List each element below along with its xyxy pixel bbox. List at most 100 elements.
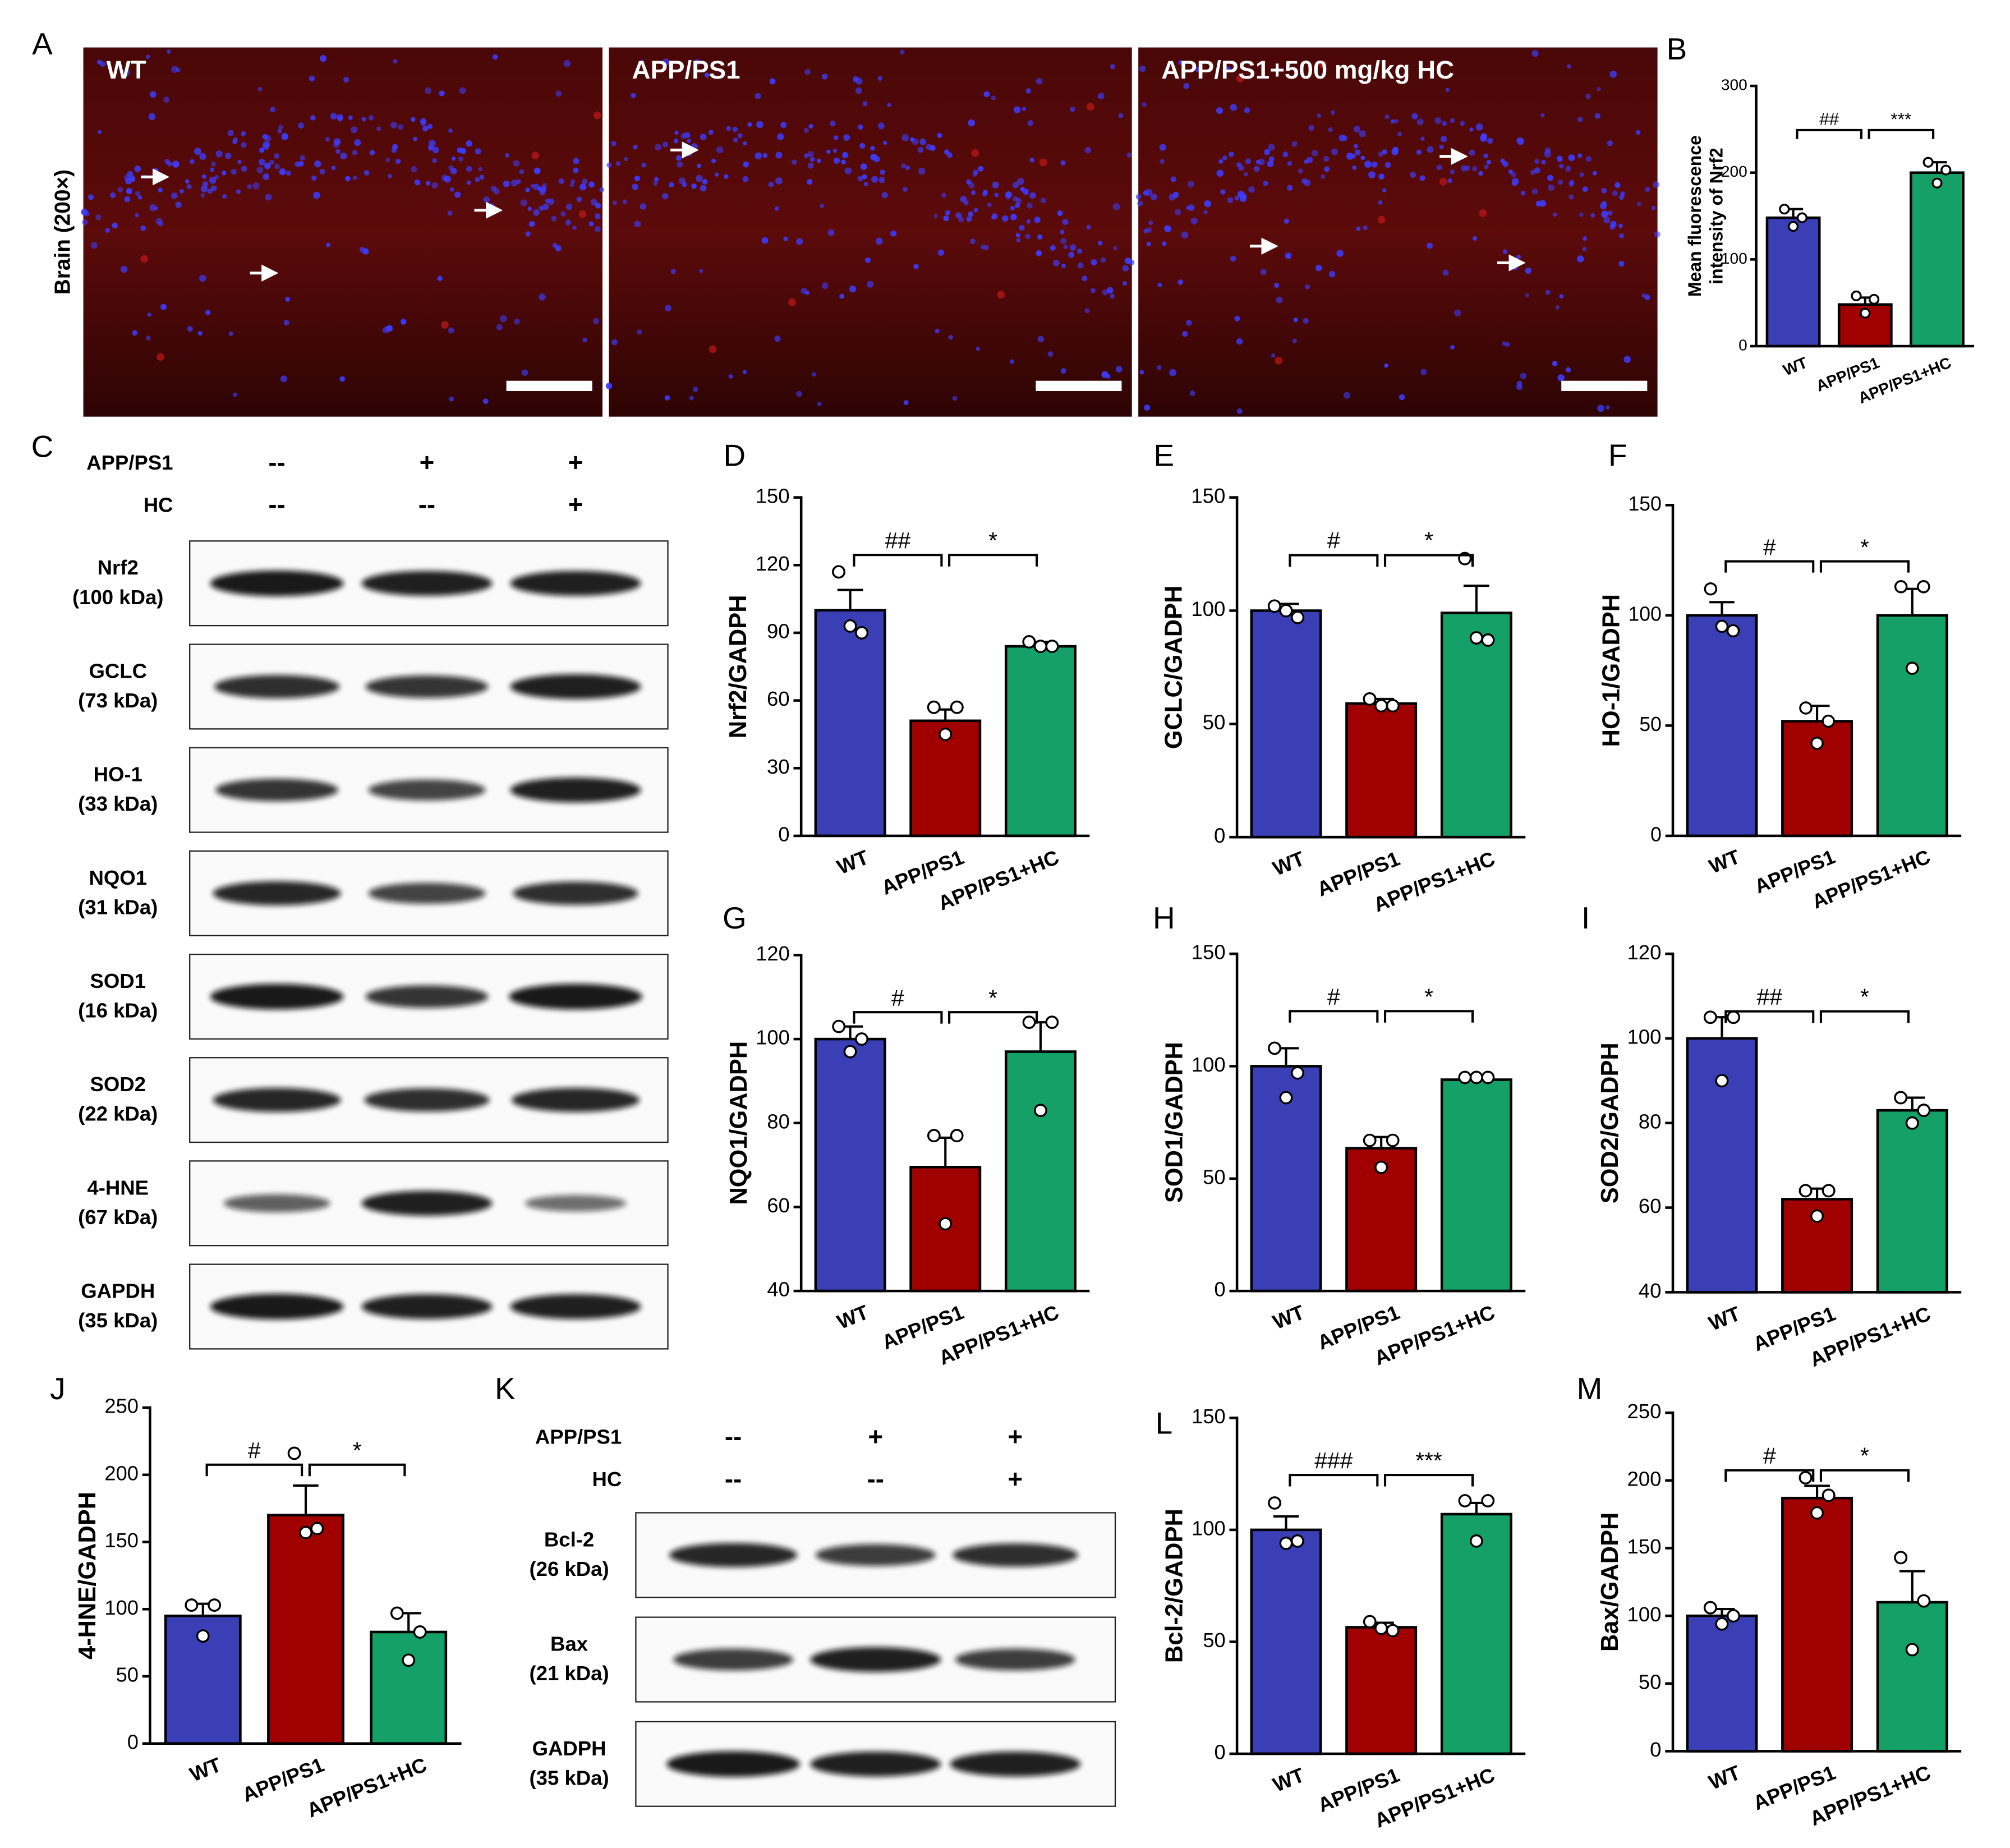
data-point [1894, 1551, 1908, 1565]
data-point [1045, 1015, 1059, 1029]
nucleus [873, 156, 880, 163]
nucleus [1001, 215, 1009, 222]
blot-band [810, 1647, 941, 1672]
nucleus [987, 202, 992, 208]
nucleus [887, 103, 891, 108]
y-axis-label: intensity of Nrf2 [1707, 148, 1727, 284]
nucleus [852, 76, 859, 82]
significance-bracket [948, 554, 1038, 567]
nucleus [1234, 196, 1239, 201]
nucleus [733, 137, 738, 143]
nucleus [1164, 225, 1172, 233]
nucleus [708, 130, 714, 135]
nucleus [698, 269, 703, 274]
nucleus [1216, 107, 1224, 114]
condition-mark: -- [725, 1464, 742, 1493]
nucleus [933, 214, 938, 219]
nucleus [1017, 178, 1024, 185]
cell [441, 321, 449, 329]
data-point [1799, 701, 1813, 715]
nucleus [1185, 320, 1192, 326]
nucleus [878, 177, 885, 183]
nucleus [1353, 126, 1361, 133]
nucleus [257, 86, 263, 92]
nucleus [817, 158, 821, 163]
data-point [843, 619, 857, 633]
significance-label: * [1860, 984, 1869, 1010]
nucleus [1255, 159, 1261, 165]
bar [1686, 1614, 1758, 1753]
nucleus [833, 135, 839, 140]
nucleus [1143, 228, 1148, 234]
nucleus [1005, 191, 1012, 199]
nucleus [214, 174, 219, 180]
y-tick-label: 0 [1650, 823, 1662, 845]
nucleus [1556, 155, 1563, 162]
nucleus [1240, 193, 1247, 200]
nucleus [711, 158, 716, 164]
blot-band [210, 1294, 344, 1320]
nucleus [1559, 294, 1564, 299]
significance-label: # [1763, 1443, 1776, 1469]
nucleus [520, 199, 527, 206]
nucleus [227, 130, 234, 136]
nucleus [964, 200, 969, 205]
nucleus [1545, 289, 1551, 295]
y-tick-label: 50 [1203, 1629, 1225, 1652]
nucleus [804, 153, 809, 158]
nucleus [548, 198, 555, 205]
nucleus [1126, 152, 1132, 158]
blot-band [955, 1648, 1075, 1671]
nucleus [864, 257, 871, 263]
blot-band [368, 882, 486, 904]
x-tick-label: WT [1270, 847, 1308, 880]
data-point [1799, 1184, 1813, 1198]
nucleus [427, 123, 433, 129]
nucleus [1557, 180, 1563, 185]
nucleus [1654, 231, 1661, 238]
y-tick-label: 0 [1214, 824, 1225, 847]
panel-label: J [50, 1371, 65, 1406]
nucleus [525, 187, 530, 192]
nucleus [1520, 191, 1526, 196]
blot-band [673, 1648, 794, 1671]
bar [1004, 1050, 1077, 1293]
data-point [1363, 1133, 1377, 1147]
nucleus [1218, 159, 1224, 164]
condition-label: HC [592, 1468, 622, 1491]
nucleus [1321, 174, 1326, 179]
y-axis-label: 4-HNE/GADPH [74, 1492, 101, 1659]
nucleus [241, 142, 247, 148]
significance-bracket [1819, 560, 1910, 573]
nucleus [1157, 365, 1162, 370]
nucleus [1178, 279, 1184, 285]
bar [1440, 612, 1512, 839]
bar [1440, 1078, 1512, 1293]
nucleus [1084, 146, 1091, 154]
condition-mark: -- [725, 1422, 742, 1451]
nucleus [281, 133, 288, 140]
nucleus [164, 159, 170, 164]
blot-band [215, 778, 338, 802]
nucleus [555, 90, 562, 97]
nucleus [1195, 67, 1201, 72]
nucleus [565, 219, 572, 226]
nucleus [221, 170, 227, 176]
nucleus [605, 383, 613, 389]
nucleus [376, 126, 381, 131]
nucleus [849, 286, 856, 293]
scale-bar [506, 380, 592, 391]
nucleus [1061, 263, 1066, 268]
x-tick-label: WT [1781, 354, 1810, 379]
nucleus [1264, 149, 1270, 155]
y-tick-label: 150 [1628, 493, 1662, 515]
nucleus [901, 163, 907, 169]
data-point [1481, 1494, 1495, 1507]
nucleus [279, 168, 286, 176]
nucleus [732, 126, 738, 132]
nucleus [1222, 155, 1227, 160]
condition-mark: + [1008, 1422, 1023, 1451]
nucleus [1285, 252, 1292, 259]
nucleus [175, 201, 182, 208]
nucleus [595, 203, 601, 209]
